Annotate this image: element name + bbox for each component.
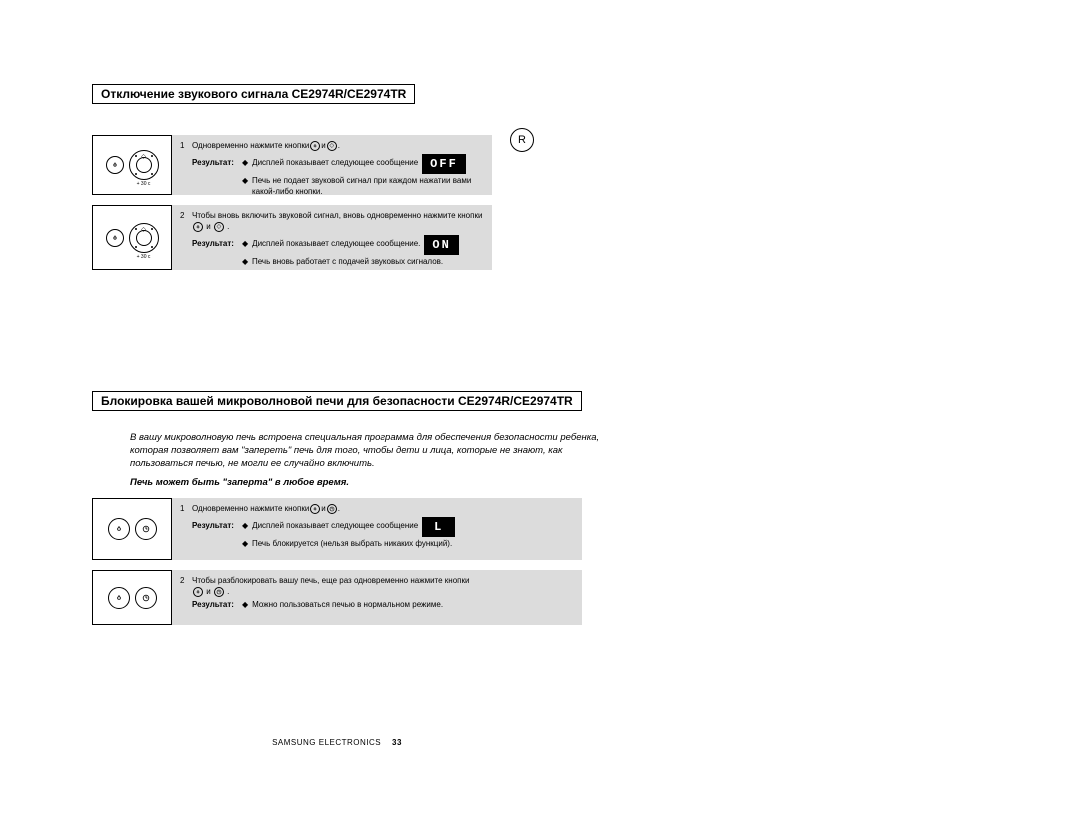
stop-icon [310,504,320,514]
stop-icon [310,141,320,151]
clock-icon [214,587,224,597]
section2-step2: 2 Чтобы разблокировать вашу печь, еще ра… [92,570,582,625]
lcd-display: OFF [422,154,466,174]
step-number: 1 [180,504,192,515]
s2-step2-figure [92,570,172,625]
step1-body: 1 Одновременно нажмите кнопки и ◇ . Резу… [172,135,492,195]
result-label: Результат: [192,521,238,532]
bullet-text: Печь не подает звуковой сигнал при каждо… [252,176,484,198]
dial-label: + 30 c [130,254,158,260]
section2-intro-p1: В вашу микроволновую печь встроена специ… [130,432,610,470]
step2-instr: Чтобы вновь включить звуковой сигнал, вн… [192,211,482,220]
bullet-icon: ◆ [242,239,248,250]
dial-icon: ◇ + 30 c [129,150,159,180]
bullet-icon: ◆ [242,158,248,169]
s2s1-and: и [321,504,325,515]
stop-icon [193,222,203,232]
s2s1-end: . [338,504,340,515]
clock-icon [327,504,337,514]
clock-button-icon [135,587,157,609]
step-number: 2 [180,211,192,222]
result-text: Дисплей показывает следующее сообщение [252,158,418,169]
s2s1-instr: Одновременно нажмите кнопки [192,504,309,515]
lcd-display: L [422,517,455,537]
result-text: Дисплей показывает следующее сообщение [252,521,418,532]
section2-step1: 1 Одновременно нажмите кнопки и . Резуль… [92,498,582,560]
start-icon: ◇ [327,141,337,151]
step-number: 1 [180,141,192,152]
dial-label: + 30 c [130,181,158,187]
bullet-icon: ◆ [242,257,252,268]
s2s2-end: . [227,587,229,596]
step2-body: 2 Чтобы вновь включить звуковой сигнал, … [172,205,492,270]
dial-top-icon: ◇ [141,226,146,233]
page-root: R Отключение звукового сигнала CE2974R/C… [0,0,1080,813]
section1-step2: ◇ + 30 c 2 Чтобы вновь включить звуковой… [92,205,492,270]
section2-title: Блокировка вашей микроволновой печи для … [92,391,582,411]
stop-button-icon [106,156,124,174]
clock-button-icon [135,518,157,540]
lcd-display: ON [424,235,458,255]
step1-end: . [338,141,340,152]
step-number: 2 [180,576,192,587]
step1-figure: ◇ + 30 c [92,135,172,195]
locale-badge: R [510,128,534,152]
result-label: Результат: [192,158,238,169]
bullet-text: Печь вновь работает с подачей звуковых с… [252,257,443,268]
footer: SAMSUNG ELECTRONICS 33 [92,738,582,747]
s2s2-instr: Чтобы разблокировать вашу печь, еще раз … [192,576,469,585]
result-label: Результат: [192,239,238,250]
dial-top-icon: ◇ [141,153,146,160]
section1-step1: ◇ + 30 c 1 Одновременно нажмите кнопки и… [92,135,492,195]
stop-icon [193,587,203,597]
section1-title: Отключение звукового сигнала CE2974R/CE2… [92,84,415,104]
footer-brand: SAMSUNG ELECTRONICS [272,738,381,747]
s2s2-and: и [206,587,210,596]
result-text: Можно пользоваться печью в нормальном ре… [252,600,443,611]
s2-step1-figure [92,498,172,560]
dial-icon: ◇ + 30 c [129,223,159,253]
bullet-icon: ◆ [242,539,252,550]
bullet-text: Печь блокируется (нельзя выбрать никаких… [252,539,452,550]
step2-end: . [227,222,229,231]
start-icon: ◇ [214,222,224,232]
step2-and: и [206,222,210,231]
result-text: Дисплей показывает следующее сообщение. [252,239,420,250]
bullet-icon: ◆ [242,600,248,611]
section2-intro-p2: Печь может быть "заперта" в любое время. [130,477,610,490]
step1-instr: Одновременно нажмите кнопки [192,141,309,152]
result-label: Результат: [192,600,238,611]
step1-and: и [321,141,325,152]
s2-step1-body: 1 Одновременно нажмите кнопки и . Резуль… [172,498,582,560]
stop-button-icon [106,229,124,247]
stop-button-icon [108,518,130,540]
stop-button-icon [108,587,130,609]
bullet-icon: ◆ [242,521,248,532]
footer-page: 33 [392,738,402,747]
bullet-icon: ◆ [242,176,252,187]
step2-figure: ◇ + 30 c [92,205,172,270]
s2-step2-body: 2 Чтобы разблокировать вашу печь, еще ра… [172,570,582,625]
